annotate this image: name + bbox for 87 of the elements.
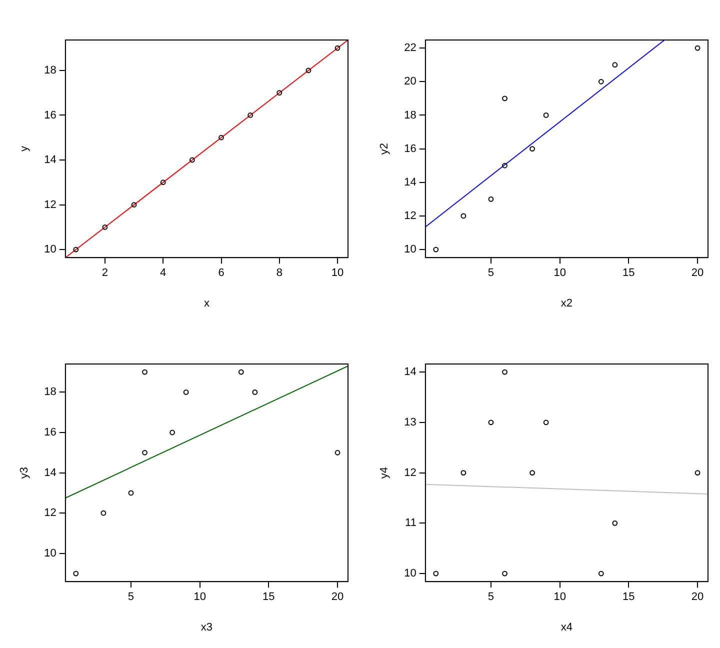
point: [189, 157, 195, 163]
x-tick-label: 5: [128, 591, 134, 604]
y-tick-label: 16: [404, 142, 416, 155]
x-tick-label: 20: [331, 591, 344, 604]
y-tick-label: 14: [44, 154, 56, 166]
point: [102, 224, 108, 230]
x-tick-label: 5: [488, 591, 494, 604]
x-tick-label: 20: [691, 267, 704, 280]
y-tick-label: 13: [404, 416, 416, 428]
y-tick-label: 10: [44, 547, 56, 560]
y-tick-label: 12: [44, 198, 56, 211]
y-tick-label: 12: [44, 507, 56, 520]
y-axis-title: y: [18, 146, 31, 152]
y-tick-label: 18: [44, 64, 56, 76]
x-tick-label: 20: [691, 591, 704, 604]
y-tick-label: 18: [44, 386, 56, 398]
point: [306, 68, 312, 74]
point: [488, 196, 494, 202]
point: [433, 570, 439, 576]
y-tick-label: 10: [44, 244, 56, 256]
point: [160, 180, 166, 186]
point: [131, 202, 137, 208]
point: [543, 112, 549, 118]
point: [694, 470, 700, 476]
x-axis-title: x2: [560, 297, 573, 310]
point: [73, 246, 79, 252]
point: [73, 570, 79, 576]
x-tick-label: 10: [194, 591, 206, 604]
point: [502, 162, 508, 168]
y-tick-label: 16: [44, 109, 56, 122]
x-tick-label: 10: [554, 591, 566, 604]
point: [598, 570, 604, 576]
x-tick-label: 5: [488, 267, 494, 280]
y-tick-label: 12: [404, 210, 416, 222]
y-tick-label: 10: [404, 244, 416, 256]
point: [276, 90, 282, 96]
point: [334, 450, 340, 456]
x-tick-label: 10: [331, 267, 344, 280]
point: [502, 96, 508, 102]
x-tick-label: 8: [276, 267, 282, 280]
x-tick-label: 2: [102, 267, 108, 280]
point: [612, 62, 618, 68]
y-axis-title: y2: [378, 142, 391, 155]
x-tick-label: 15: [622, 591, 635, 604]
x-axis-title: x3: [200, 621, 213, 634]
y-tick-label: 14: [44, 466, 56, 479]
y-tick-label: 14: [404, 176, 416, 188]
point: [218, 134, 224, 140]
point: [170, 430, 175, 436]
x-axis-title: x4: [560, 621, 573, 634]
point: [142, 450, 148, 456]
point: [460, 213, 466, 219]
y-tick-label: 20: [404, 76, 416, 88]
point: [128, 490, 134, 496]
point: [502, 570, 508, 576]
point: [238, 369, 244, 375]
x-tick-label: 15: [262, 591, 275, 604]
point: [598, 78, 604, 84]
x-tick-label: 4: [160, 267, 166, 280]
point: [100, 510, 106, 516]
y-tick-label: 14: [404, 366, 416, 378]
y-tick-label: 11: [405, 517, 416, 530]
point: [502, 369, 508, 375]
y-tick-label: 18: [404, 109, 416, 122]
point: [334, 45, 340, 51]
x-tick-label: 15: [622, 267, 635, 280]
y-tick-label: 22: [404, 42, 416, 54]
y-tick-label: 10: [404, 568, 416, 580]
point: [612, 520, 618, 526]
point: [488, 420, 494, 426]
point: [248, 112, 254, 118]
x-tick-label: 6: [218, 267, 224, 280]
point: [183, 390, 189, 395]
y-tick-label: 12: [404, 466, 416, 479]
x-tick-label: 10: [554, 267, 566, 280]
y-tick-label: 16: [44, 426, 56, 439]
point: [694, 45, 700, 51]
y-axis-title: y3: [18, 466, 31, 479]
x-axis-title: x: [204, 297, 210, 310]
point: [142, 369, 148, 375]
point: [530, 146, 535, 152]
point: [460, 470, 466, 476]
point: [433, 246, 439, 252]
point: [543, 420, 549, 426]
point: [530, 470, 535, 476]
y-axis-title: y4: [378, 466, 391, 479]
point: [252, 390, 258, 395]
